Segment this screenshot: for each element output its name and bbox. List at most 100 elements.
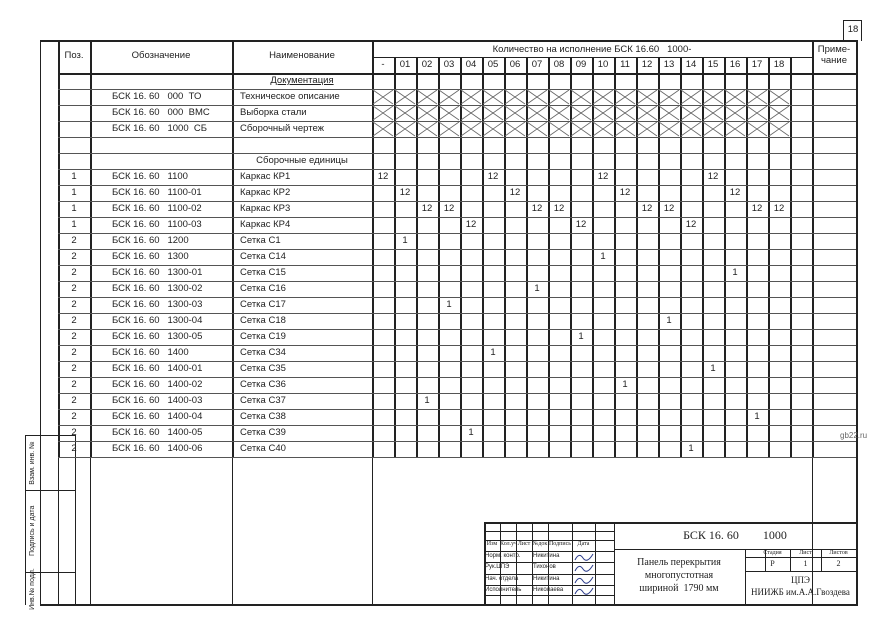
column-divider [592,57,594,457]
row-designation: БСК 16. 60 1400-01 [112,363,203,374]
variant-15: 15 [707,59,719,70]
quantity-cell: 12 [487,171,499,182]
cross-mark [394,121,416,137]
cross-mark [372,121,394,137]
quantity-cell: 12 [377,171,389,182]
row-name: Сетка С19 [240,331,286,342]
rule-line [90,457,91,604]
rule-line [614,549,856,550]
row-name: Техническое описание [240,91,340,102]
person-name: Тихонов [533,564,556,571]
rule-line [532,522,533,604]
header-pos: Поз. [64,50,84,61]
variant-05: 05 [487,59,499,70]
sheets-value: 2 [836,559,841,568]
quantity-cell: 1 [666,315,672,326]
title-block-header: Дата [577,541,590,547]
header-designation: Обозначение [131,50,191,61]
row-pos: 2 [71,235,77,246]
cross-mark [526,121,548,137]
cross-mark [724,105,746,121]
column-divider [570,57,572,457]
row-line [58,345,856,346]
quantity-cell: 12 [663,203,675,214]
title-block-header: Кол.уч [500,541,518,547]
row-designation: БСК 16. 60 1100 [112,171,188,182]
rule-line [484,551,614,552]
cross-mark [658,89,680,105]
document-code: БСК 16. 60 1000 [683,528,787,542]
row-name: Сетка С39 [240,427,286,438]
row-name: Каркас КР4 [240,219,291,230]
cross-mark [482,89,504,105]
quantity-cell: 12 [443,203,455,214]
cross-mark [416,89,438,105]
variant-14: 14 [685,59,697,70]
row-designation: БСК 16. 60 1300-01 [112,267,203,278]
variant-11: 11 [620,59,630,70]
cross-mark [482,121,504,137]
frame-left [40,40,41,606]
rule-line [745,549,746,604]
rule-line [614,522,615,604]
row-pos: 2 [71,347,77,358]
row-line [58,249,856,250]
column-divider [460,57,462,457]
cross-mark [680,105,702,121]
rule-line [843,20,862,21]
cross-mark [636,89,658,105]
cross-mark [394,105,416,121]
rule-line [58,435,59,605]
quantity-cell: 12 [575,219,587,230]
title-block-header: №док [532,541,548,547]
row-name: Сетка С14 [240,251,286,262]
row-line [58,281,856,282]
rule-line [790,549,791,571]
quantity-cell: 12 [531,203,543,214]
cross-mark [504,89,526,105]
row-pos: 2 [71,331,77,342]
cross-mark [636,105,658,121]
row-designation: БСК 16. 60 1300 [112,251,189,262]
cross-mark [570,105,592,121]
quantity-cell: 1 [402,235,408,246]
rule-line [75,435,76,605]
side-stamp-label: Инв.№ подл. [29,567,36,610]
variant-17: 17 [751,59,763,70]
row-pos: 2 [71,395,77,406]
row-designation: БСК 16. 60 1000 СБ [112,123,207,134]
cross-mark [526,89,548,105]
role-label: Норм. контр. [485,553,521,559]
quantity-cell: 1 [578,331,584,342]
quantity-cell: 12 [509,187,521,198]
watermark: gb22.ru [840,431,868,440]
quantity-cell: 12 [465,219,477,230]
row-line [58,441,856,442]
cross-mark [768,105,790,121]
cross-mark [592,121,614,137]
row-name: Сетка С40 [240,443,286,454]
row-name: Сетка С37 [240,395,286,406]
quantity-cell: 12 [619,187,631,198]
rule-line [372,57,812,58]
column-divider [790,57,792,457]
cross-mark [526,105,548,121]
row-pos: 2 [71,411,77,422]
cross-mark [768,89,790,105]
signature [574,576,594,584]
row-designation: БСК 16. 60 1400-02 [112,379,203,390]
cross-mark [614,105,636,121]
column-divider [702,57,704,457]
cross-mark [658,105,680,121]
quantity-cell: 1 [710,363,716,374]
row-line [58,121,856,122]
quantity-cell: 12 [399,187,411,198]
rule-line [484,540,614,541]
quantity-cell: 1 [490,347,496,358]
cross-mark [548,89,570,105]
frame-bottom [40,604,858,606]
cross-mark [504,121,526,137]
rule-line [765,549,766,571]
rule-line [745,571,856,572]
quantity-cell: 12 [597,171,609,182]
